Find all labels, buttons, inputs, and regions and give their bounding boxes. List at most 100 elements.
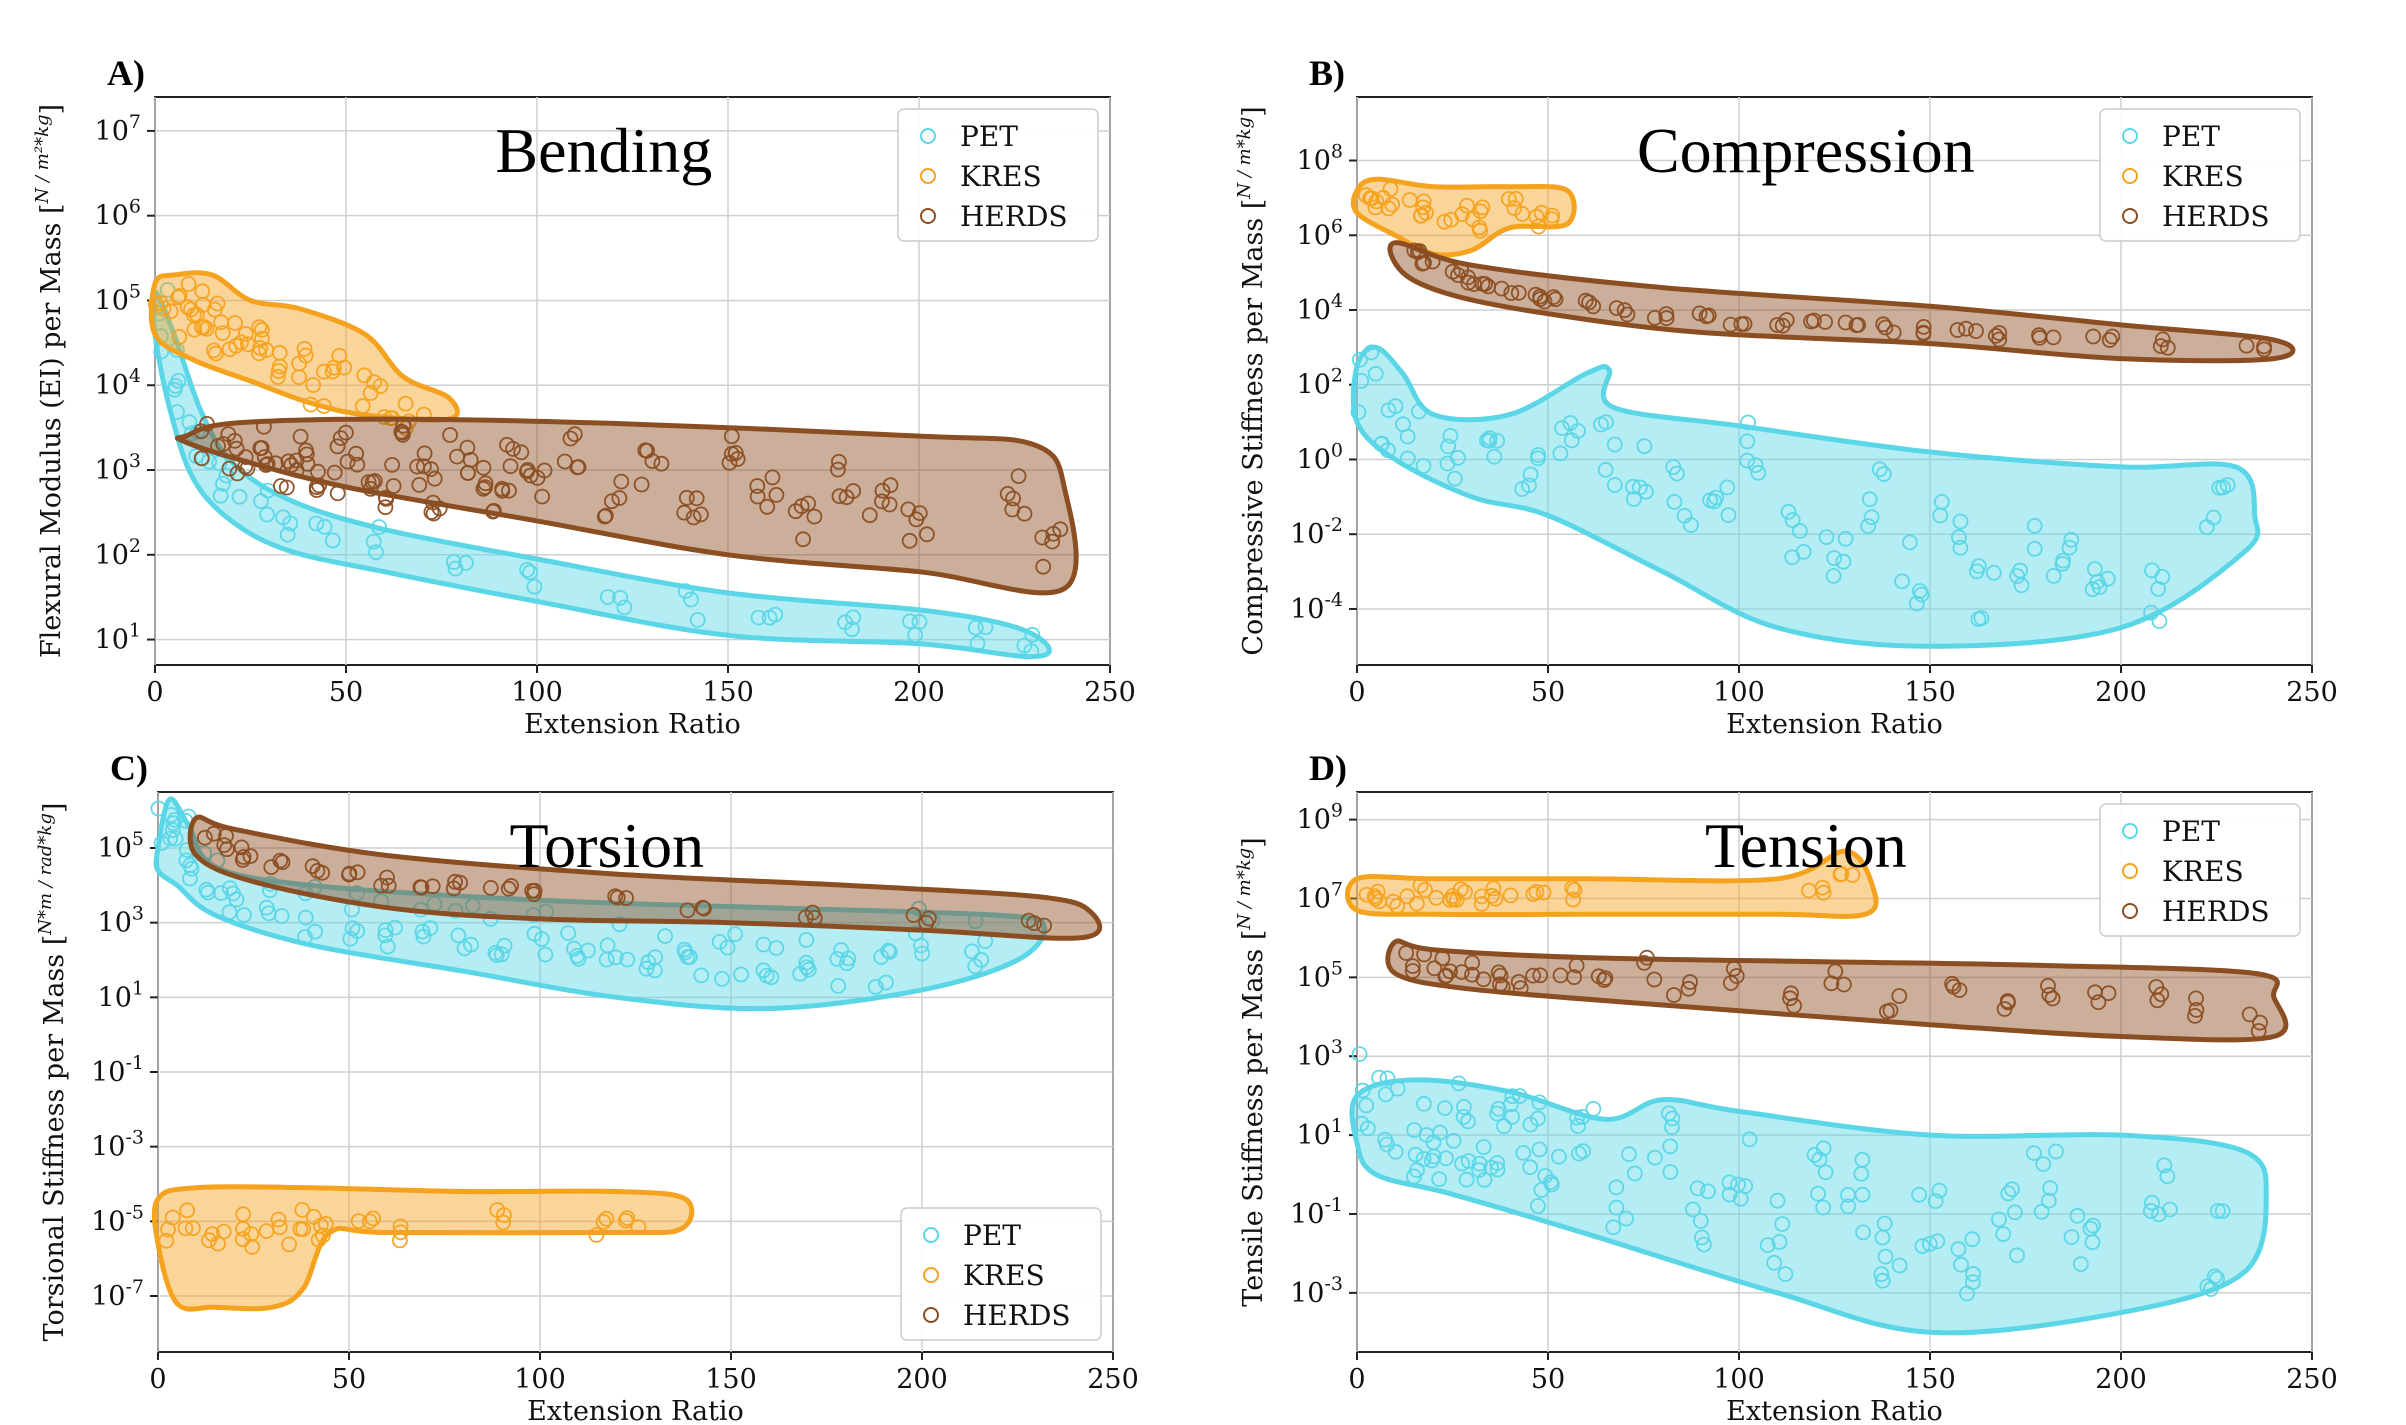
y-tick-label: 10-1 (91, 1052, 144, 1088)
data-point-pet (463, 936, 479, 953)
x-tick-label: 150 (702, 677, 754, 708)
data-point-pet (1460, 1153, 1477, 1169)
data-point-pet (1530, 1198, 1546, 1214)
data-point-herds (1566, 969, 1582, 986)
data-point-kres (171, 287, 188, 304)
data-point-kres (254, 330, 270, 347)
data-point-herds (604, 493, 620, 510)
data-point-herds (534, 488, 550, 505)
data-point-pet (496, 937, 513, 954)
legend (900, 1207, 1102, 1341)
data-point-herds (237, 449, 254, 466)
data-point-pet (1689, 1180, 1706, 1197)
data-point-herds (1877, 319, 1894, 336)
data-point-kres (296, 340, 313, 357)
y-tick-label: 10-5 (91, 1201, 144, 1237)
data-point-pet (1700, 1183, 1716, 1200)
data-point-herds (237, 458, 254, 475)
data-point-herds (349, 864, 366, 881)
data-point-herds (1728, 968, 1745, 984)
legend-label-pet: PET (2162, 120, 2220, 153)
chart-panel-c-torsion: 0 50 100 150 200 250 10-7 10-5 10-3 10-1 101 103 105… (35, 748, 1139, 1425)
x-tick-label: 50 (1531, 677, 1565, 708)
data-point-herds (505, 440, 521, 457)
data-point-herds (613, 473, 630, 490)
data-point-pet (1908, 595, 1925, 612)
data-point-pet (488, 947, 505, 964)
legend-marker-herds (923, 1307, 939, 1323)
chart-panel-a-bending: 0 50 100 150 200 250 101 102 103 104 105 106 107 A) Be… (32, 53, 1136, 740)
data-point-pet (792, 965, 808, 982)
data-point-pet (1665, 459, 1682, 475)
data-point-kres (1417, 881, 1433, 898)
data-point-kres (595, 1214, 612, 1230)
data-point-pet (1721, 1186, 1738, 1203)
data-point-pet (1874, 1229, 1891, 1246)
y-tick-label: 101 (98, 977, 144, 1013)
data-point-herds (1769, 317, 1786, 333)
data-point-pet (1913, 586, 1930, 603)
data-point-herds (831, 453, 847, 470)
data-point-herds (727, 444, 744, 461)
data-point-pet (560, 925, 577, 941)
y-axis-label: Compressive Stiffness per Mass [N / m*kg… (1234, 106, 1269, 655)
data-point-herds (1510, 974, 1527, 990)
data-point-herds (2250, 1023, 2267, 1039)
data-point-pet (1471, 1162, 1487, 1178)
data-point-herds (529, 469, 546, 486)
data-point-pet (599, 589, 616, 605)
data-point-kres (1412, 877, 1429, 894)
data-point-kres (271, 344, 288, 361)
data-point-pet (2219, 477, 2236, 493)
legend-label-kres: KRES (2162, 160, 2244, 193)
data-point-kres (179, 1202, 196, 1219)
data-point-pet (1769, 1192, 1786, 1209)
data-point-kres (325, 359, 342, 376)
series-region-kres (151, 1184, 695, 1312)
data-point-pet (1817, 1164, 1834, 1181)
data-point-pet (414, 923, 431, 940)
data-point-kres (315, 398, 332, 414)
data-point-herds (1004, 501, 1021, 518)
data-point-pet (1739, 433, 1756, 450)
data-point-pet (1407, 1146, 1424, 1163)
data-point-herds (556, 453, 573, 470)
data-point-kres (155, 300, 172, 317)
data-point-herds (475, 459, 492, 476)
data-point-herds (723, 428, 740, 445)
data-point-kres (180, 276, 197, 292)
data-point-kres (184, 1220, 201, 1237)
data-point-herds (278, 479, 295, 496)
data-point-herds (1404, 958, 1421, 974)
data-point-kres (305, 377, 322, 393)
y-tick-label: 105 (95, 280, 141, 316)
data-point-pet (1605, 1219, 1622, 1236)
y-tick-label: 10-1 (1290, 1194, 1343, 1230)
data-point-herds (482, 880, 499, 896)
data-point-pet (1991, 1211, 2007, 1228)
data-point-herds (685, 509, 702, 526)
data-point-pet (1873, 1266, 1890, 1283)
legend-label-kres: KRES (960, 160, 1042, 193)
data-point-pet (969, 635, 986, 652)
data-point-kres (1500, 191, 1517, 207)
data-point-herds (1005, 490, 1021, 507)
data-point-pet (1593, 416, 1609, 433)
data-point-kres (244, 1239, 261, 1255)
data-point-pet (1826, 550, 1843, 566)
data-point-pet (348, 885, 365, 902)
data-point-herds (1034, 529, 1051, 546)
data-point-pet (1353, 1115, 1370, 1132)
data-point-kres (251, 319, 268, 336)
data-point-herds (1503, 285, 1520, 301)
data-point-herds (1510, 284, 1527, 301)
data-point-herds (795, 531, 811, 548)
data-point-herds (1958, 320, 1974, 337)
data-point-herds (377, 499, 394, 516)
data-point-pet (1530, 447, 1547, 463)
y-tick-label: 10-7 (91, 1276, 144, 1312)
data-point-pet (368, 544, 384, 561)
legend-marker-kres (923, 1267, 939, 1283)
data-point-pet (1481, 432, 1498, 449)
data-point-pet (1927, 1193, 1944, 1209)
